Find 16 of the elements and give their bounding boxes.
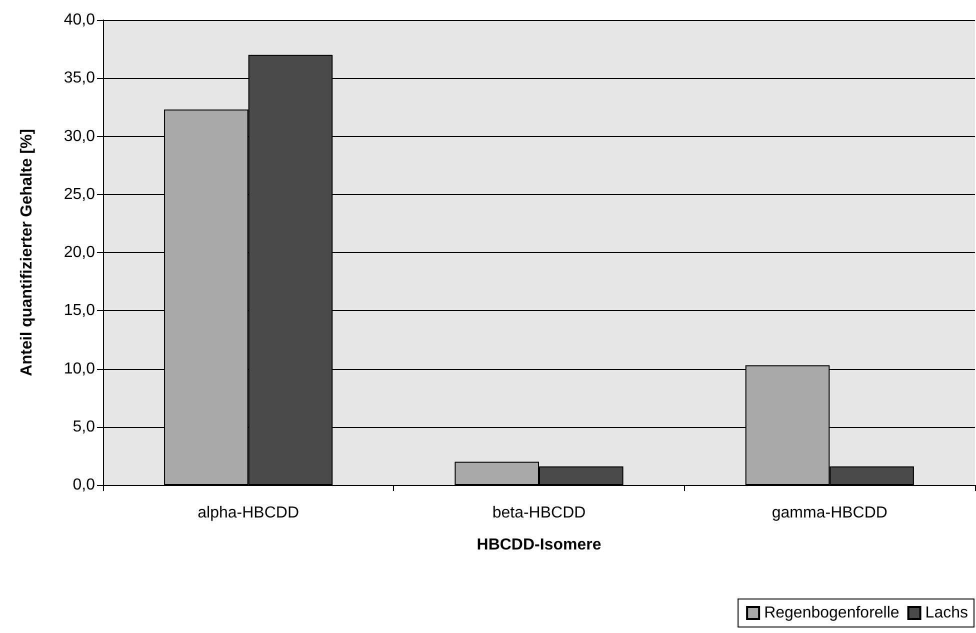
y-tick-label: 20,0 [64,244,96,261]
x-tick-label: beta-HBCDD [492,504,586,522]
y-tick-label: 15,0 [64,302,96,320]
y-tick-label: 35,0 [64,70,96,87]
y-tick-label: 40,0 [64,12,96,28]
x-tick-label: gamma-HBCDD [772,504,888,522]
y-tick-label: 25,0 [64,186,96,203]
x-tick-label: alpha-HBCDD [198,504,300,522]
legend-label: Regenbogenforelle [764,604,900,622]
y-tick-label: 5,0 [72,418,96,436]
y-axis-title: Anteil quantifizierter Gehalte [%] [18,128,36,376]
y-tick-label: 30,0 [64,128,96,145]
y-tick-label: 0,0 [72,476,96,494]
y-tick-label: 10,0 [64,360,96,378]
x-axis-title: HBCDD-Isomere [476,536,602,554]
legend-label: Lachs [925,604,968,622]
